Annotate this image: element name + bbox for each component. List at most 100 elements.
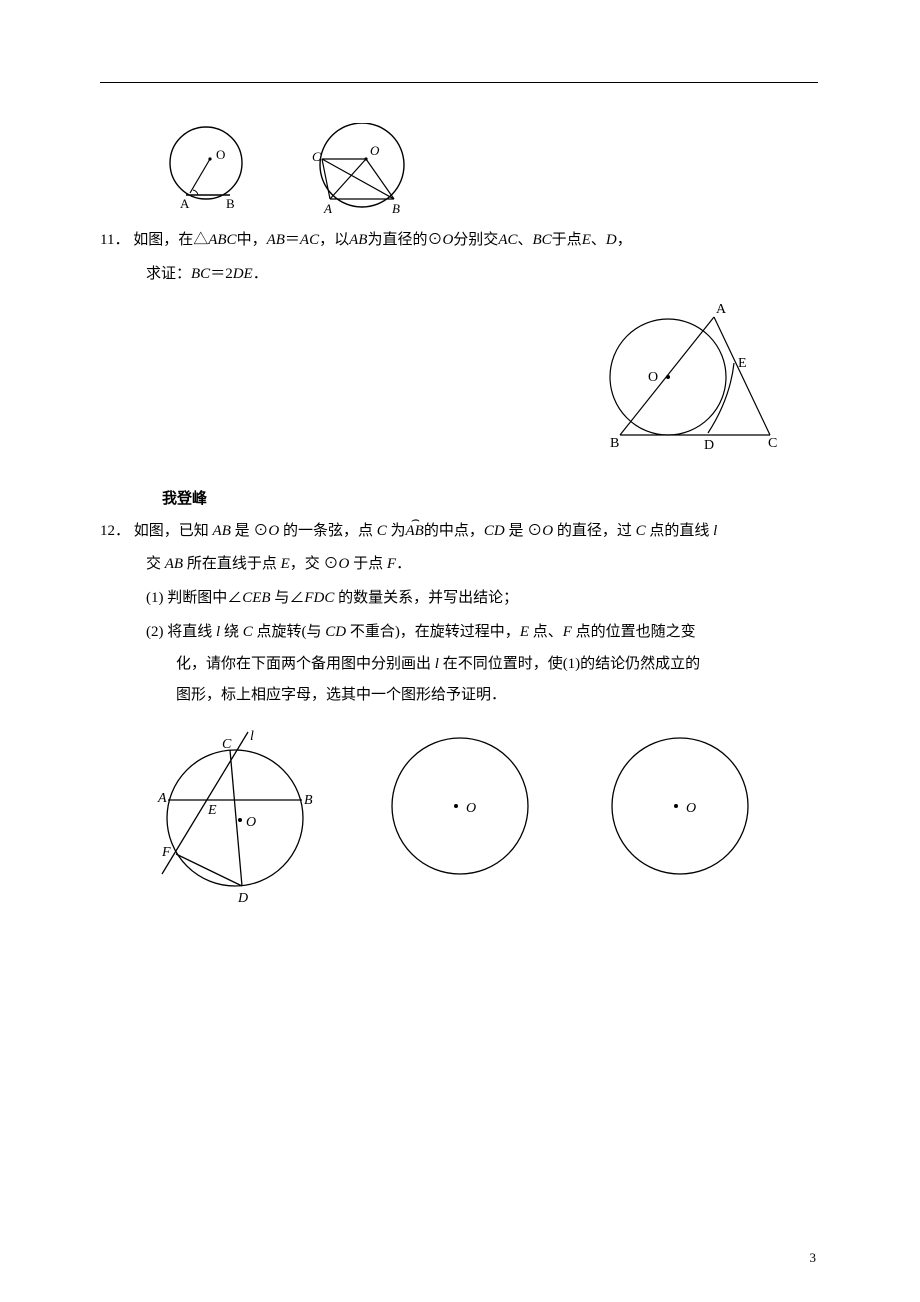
q11-t1n: BC [533,232,552,248]
q12-number: 12． [100,523,130,539]
question-12: 12． 如图，已知 AB 是 ⊙O 的一条弦，点 C 为AB的中点，CD 是 ⊙… [100,518,820,907]
svg-text:B: B [304,793,313,808]
svg-text:D: D [704,438,714,453]
q12-l1h: 的中点， [424,523,484,539]
q12-p1a: 判断图中∠ [167,590,242,606]
q12-p2c: 绕 [220,624,243,640]
q11-t1i: 为直径的⊙ [367,232,442,248]
q12-l2d: E [281,556,290,572]
q11-t1j: O [442,232,453,248]
top-figures-row: O A B O C A B [160,123,820,215]
q11-pd: DE [233,266,253,282]
q12-l2f: O [339,556,350,572]
svg-text:B: B [226,196,235,211]
svg-text:C: C [768,436,777,451]
q11-t1l: AC [498,232,517,248]
svg-text:C: C [222,737,232,752]
svg-text:l: l [250,729,254,744]
q12-l2h: F [387,556,396,572]
q11-number: 11． [100,232,129,248]
question-11: 11． 如图，在△ABC中，AB＝AC，以AB为直径的⊙O分别交AC、BC于点E… [100,227,820,459]
q12-p1d: FDC [304,590,334,606]
svg-text:O: O [246,815,256,830]
spare2-O-label: O [686,801,696,816]
top-rule [100,82,818,83]
q12-l2g: 于点 [349,556,387,572]
q12-figures-row: O A B C D E F l O [150,726,820,906]
svg-text:O: O [216,147,225,162]
q12-p2i: 点、 [529,624,563,640]
q12-p2l2c: 在不同位置时，使(1)的结论仍然成立的 [439,656,700,672]
q12-l1l: 的直径，过 [553,523,636,539]
q12-l2b: AB [165,556,183,572]
q12-p2l: (2) [146,624,164,640]
q12-l1c: 是 ⊙ [231,523,269,539]
q12-l1e: 的一条弦，点 [279,523,377,539]
q12-p2d: C [243,624,253,640]
q12-l1m: C [636,523,646,539]
q12-l1j: 是 ⊙ [505,523,543,539]
figure-q10-a: O A B [160,123,260,215]
q12-p2f: CD [325,624,346,640]
q11-pe: ． [253,266,268,282]
q11-t1q: 、 [591,232,606,248]
svg-text:B: B [610,436,619,451]
q12-l2c: 所在直线于点 [183,556,281,572]
q12-p2g: 不重合)，在旋转过程中， [346,624,520,640]
q12-p2l2: 化，请你在下面两个备用图中分别画出 [176,656,435,672]
q11-t1k: 分别交 [453,232,498,248]
svg-text:B: B [392,201,400,215]
svg-text:A: A [323,201,332,215]
svg-text:F: F [161,845,171,860]
q11-t1r: D [606,232,617,248]
q12-l1k: O [542,523,553,539]
svg-text:O: O [370,143,380,158]
q12-p2e: 点旋转(与 [253,624,326,640]
q11-t1b: ABC [208,232,236,248]
figure-q12-main: O A B C D E F l [150,726,330,906]
figure-q11: O A B C D E [590,299,790,459]
svg-text:E: E [738,356,747,371]
q12-arc: AB [406,518,424,546]
q12-p1b: CEB [242,590,270,606]
q12-l2i: ． [396,556,411,572]
svg-text:A: A [180,196,190,211]
q11-pa: 求证： [146,266,191,282]
svg-text:E: E [207,803,217,818]
q11-t1f: AC [300,232,319,248]
q11-t1g: ，以 [319,232,349,248]
q12-l1n: 点的直线 [646,523,714,539]
q11-pb: BC [191,266,210,282]
q11-t1p: E [582,232,591,248]
q12-l1b: AB [213,523,231,539]
svg-text:D: D [237,891,248,906]
q12-p2j: F [563,624,572,640]
q12-p1l: (1) [146,590,164,606]
q12-p1c: 与∠ [271,590,305,606]
q11-pc: ＝2 [210,266,233,282]
q12-l1f: C [377,523,387,539]
q12-p2k: 点的位置也随之变 [572,624,696,640]
q12-l1i: CD [484,523,505,539]
figure-q12-spare-1: O [380,726,550,896]
svg-text:A: A [716,302,727,317]
q12-l2a: 交 [146,556,165,572]
q12-l1d: O [268,523,279,539]
svg-text:O: O [648,370,658,385]
q11-t1o: 于点 [552,232,582,248]
q12-l1g: 为 [387,523,406,539]
q11-t1c: 中， [237,232,267,248]
q11-t1e: ＝ [285,232,300,248]
q12-l2e: ，交 ⊙ [290,556,339,572]
q12-p2h: E [520,624,529,640]
spare1-O-label: O [466,801,476,816]
svg-text:C: C [312,149,321,164]
figure-q10-b: O C A B [290,123,430,215]
page-number: 3 [810,1250,817,1266]
q12-p2a: 将直线 [167,624,216,640]
q11-t1a: 如图，在△ [133,232,208,248]
svg-text:A: A [157,791,167,806]
figure-q12-spare-2: O [600,726,770,896]
q12-l1a: 如图，已知 [134,523,213,539]
q11-t1h: AB [349,232,367,248]
